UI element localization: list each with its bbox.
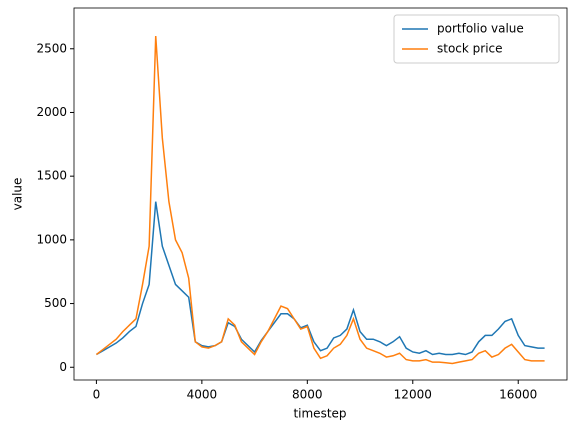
legend-label: portfolio value xyxy=(437,22,524,36)
x-axis-label: timestep xyxy=(293,407,346,421)
y-tick-label: 0 xyxy=(59,360,67,374)
x-tick-label: 0 xyxy=(93,388,101,402)
y-tick-label: 2500 xyxy=(36,41,67,55)
y-axis-label: value xyxy=(11,178,25,211)
legend-box xyxy=(393,14,560,64)
plot-frame xyxy=(73,7,568,381)
y-tick-label: 2000 xyxy=(36,105,67,119)
x-tick-label: 16000 xyxy=(499,388,537,402)
series-line xyxy=(95,35,545,365)
series-line xyxy=(96,201,545,356)
x-tick-label: 4000 xyxy=(187,388,218,402)
y-tick-label: 1500 xyxy=(36,169,67,183)
y-tick-label: 500 xyxy=(44,296,67,310)
x-tick-label: 12000 xyxy=(394,388,432,402)
x-tick-label: 8000 xyxy=(292,388,323,402)
legend-label: stock price xyxy=(437,42,503,56)
y-tick-label: 1000 xyxy=(36,232,67,246)
